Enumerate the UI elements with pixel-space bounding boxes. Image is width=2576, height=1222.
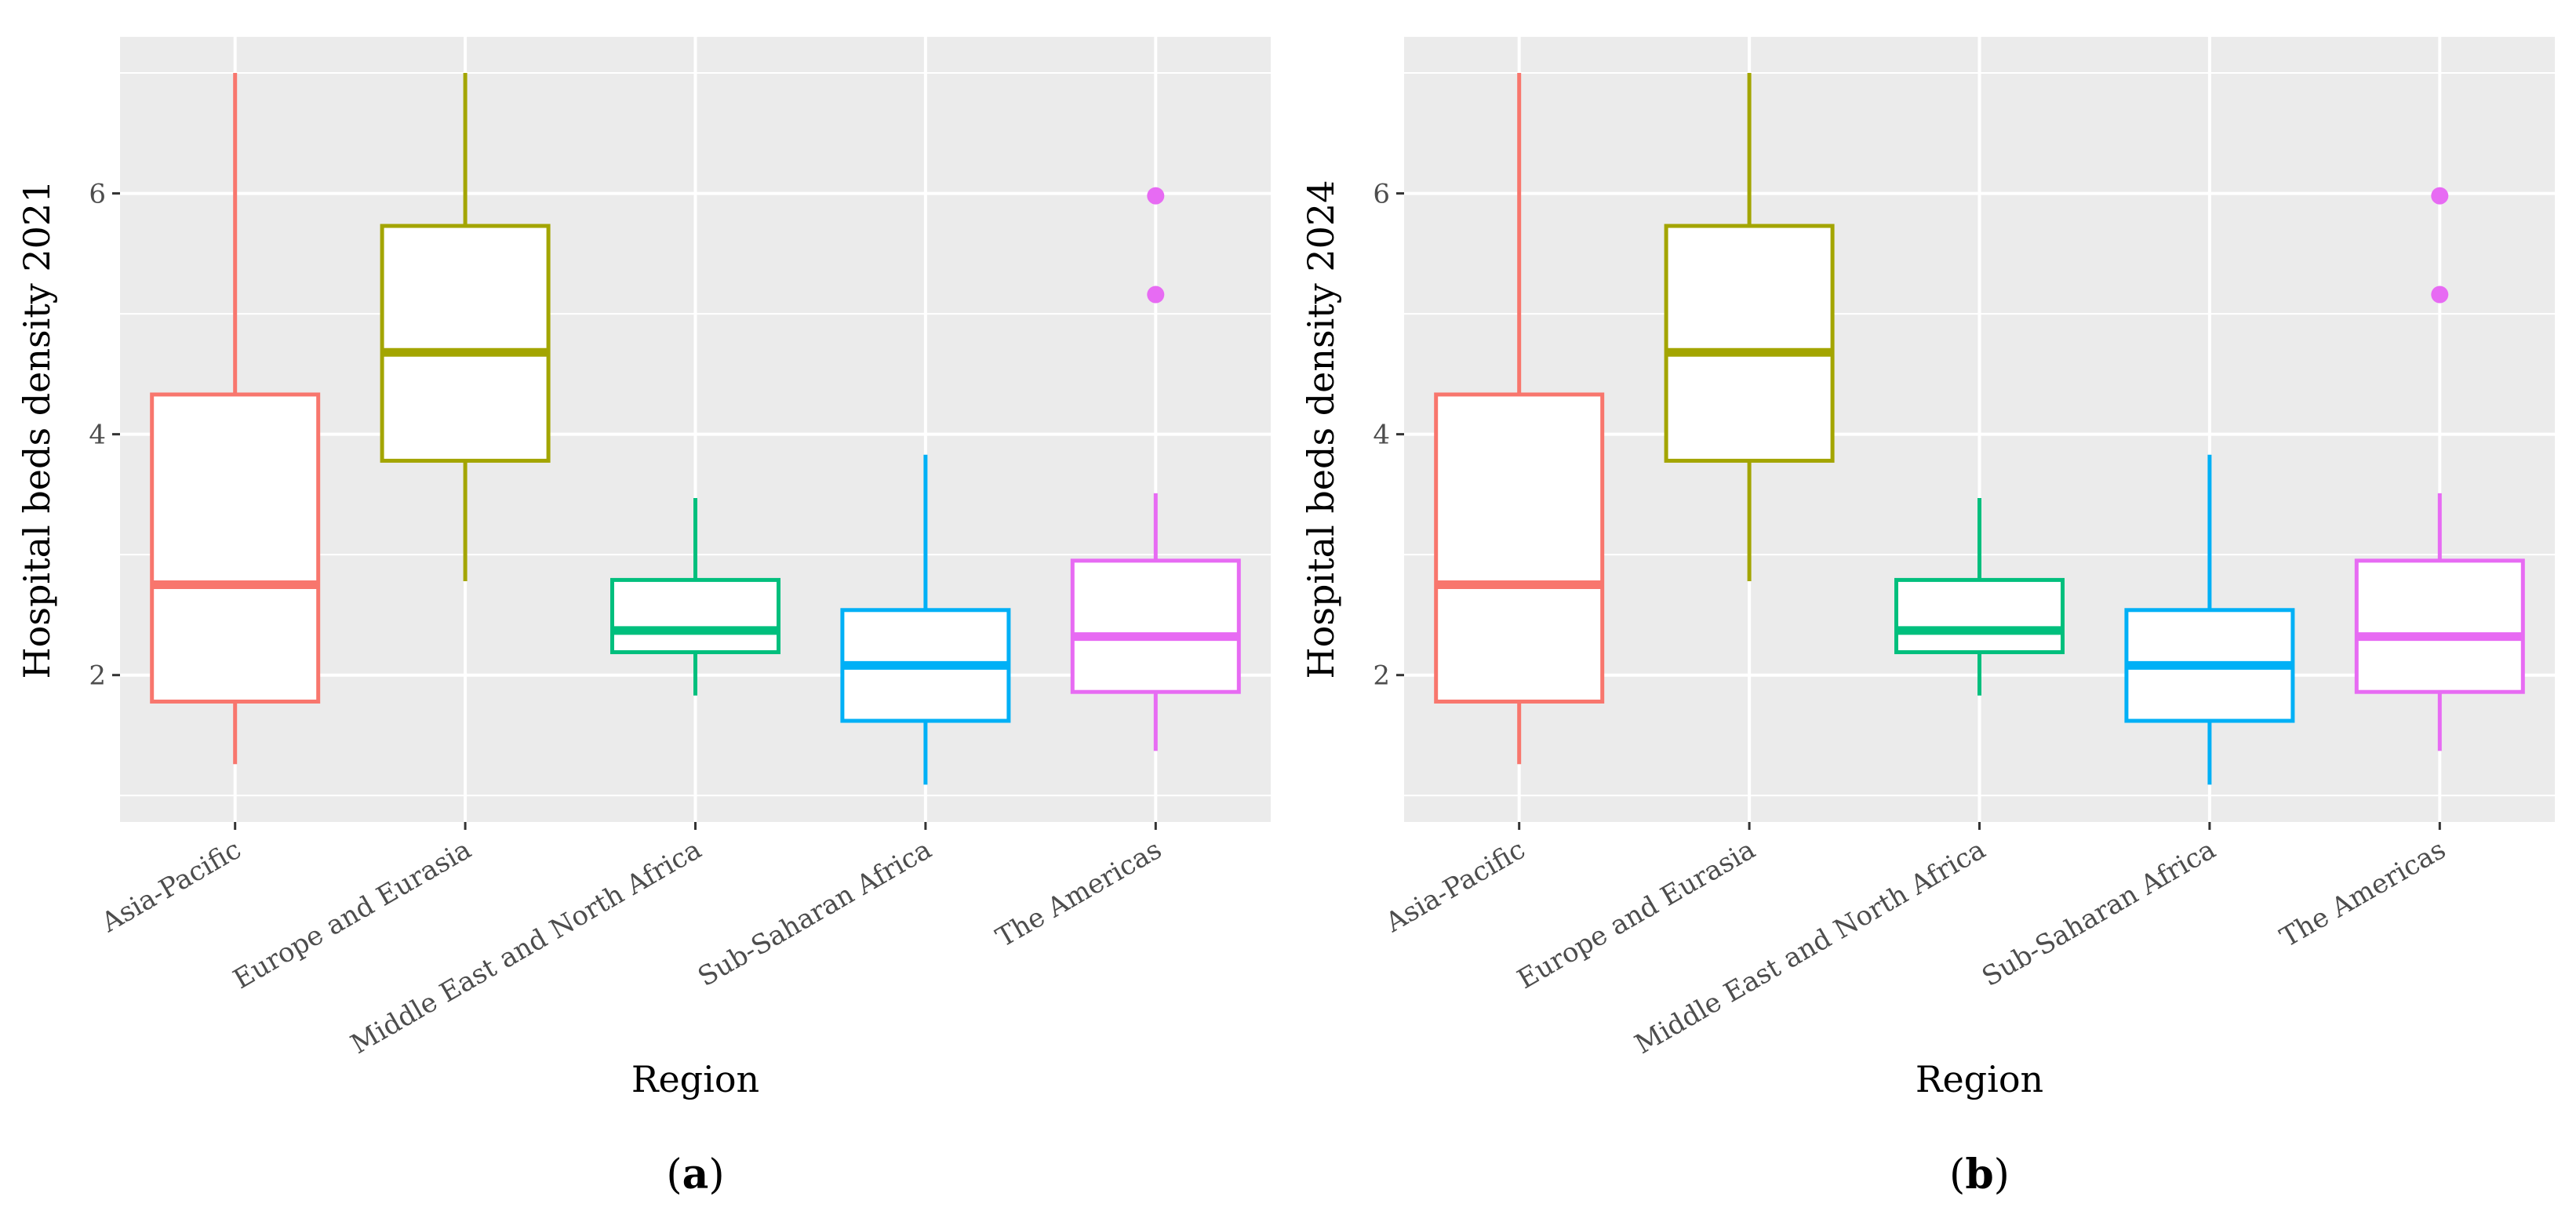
y-tick-label: 4	[89, 420, 106, 451]
x-tick-label: The Americas	[2275, 834, 2451, 954]
box-iqr	[1434, 392, 1605, 704]
panel-label: (b)	[1949, 1151, 2010, 1198]
y-tick-label: 2	[89, 660, 106, 692]
y-axis-title: Hospital beds density 2021	[16, 180, 58, 679]
outlier-point	[2431, 285, 2449, 304]
panel-label: (a)	[666, 1151, 724, 1198]
x-tick-label: Europe and Eurasia	[228, 834, 477, 995]
y-tick-label: 6	[89, 179, 106, 210]
box-the-americas	[2354, 187, 2525, 751]
box-europe-and-eurasia	[380, 73, 551, 581]
box-iqr	[2354, 558, 2525, 694]
x-tick-label: Asia-Pacific	[96, 834, 246, 939]
x-tick-label: Europe and Eurasia	[1512, 834, 1761, 995]
x-tick-label: Middle East and North Africa	[1630, 834, 1991, 1060]
box-europe-and-eurasia	[1664, 73, 1835, 581]
box-asia-pacific	[1434, 73, 1605, 765]
outlier-point	[1147, 187, 1165, 205]
x-axis-title: Region	[631, 1058, 759, 1100]
x-axis-title: Region	[1916, 1058, 2043, 1100]
x-tick-label: Middle East and North Africa	[346, 834, 707, 1060]
box-iqr	[1664, 224, 1835, 463]
box-middle-east-and-north-africa	[1894, 498, 2065, 696]
box-iqr	[1894, 577, 2065, 655]
box-asia-pacific	[150, 73, 321, 765]
box-iqr	[150, 392, 321, 704]
y-tick-label: 2	[1373, 660, 1390, 692]
box-iqr	[380, 224, 551, 463]
box-middle-east-and-north-africa	[610, 498, 780, 696]
x-tick-label: Sub-Saharan Africa	[1977, 834, 2221, 993]
box-the-americas	[1070, 187, 1241, 751]
box-iqr	[610, 577, 780, 655]
x-tick-label: Sub-Saharan Africa	[693, 834, 937, 993]
x-tick-label: Asia-Pacific	[1380, 834, 1530, 939]
box-sub-saharan-africa	[840, 454, 1011, 785]
outlier-point	[1147, 285, 1165, 304]
box-iqr	[1070, 558, 1241, 694]
y-tick-label: 6	[1373, 179, 1390, 210]
outlier-point	[2431, 187, 2449, 205]
y-axis-title: Hospital beds density 2024	[1300, 180, 1342, 679]
x-tick-label: The Americas	[991, 834, 1167, 954]
box-sub-saharan-africa	[2124, 454, 2295, 785]
y-tick-label: 4	[1373, 420, 1390, 451]
